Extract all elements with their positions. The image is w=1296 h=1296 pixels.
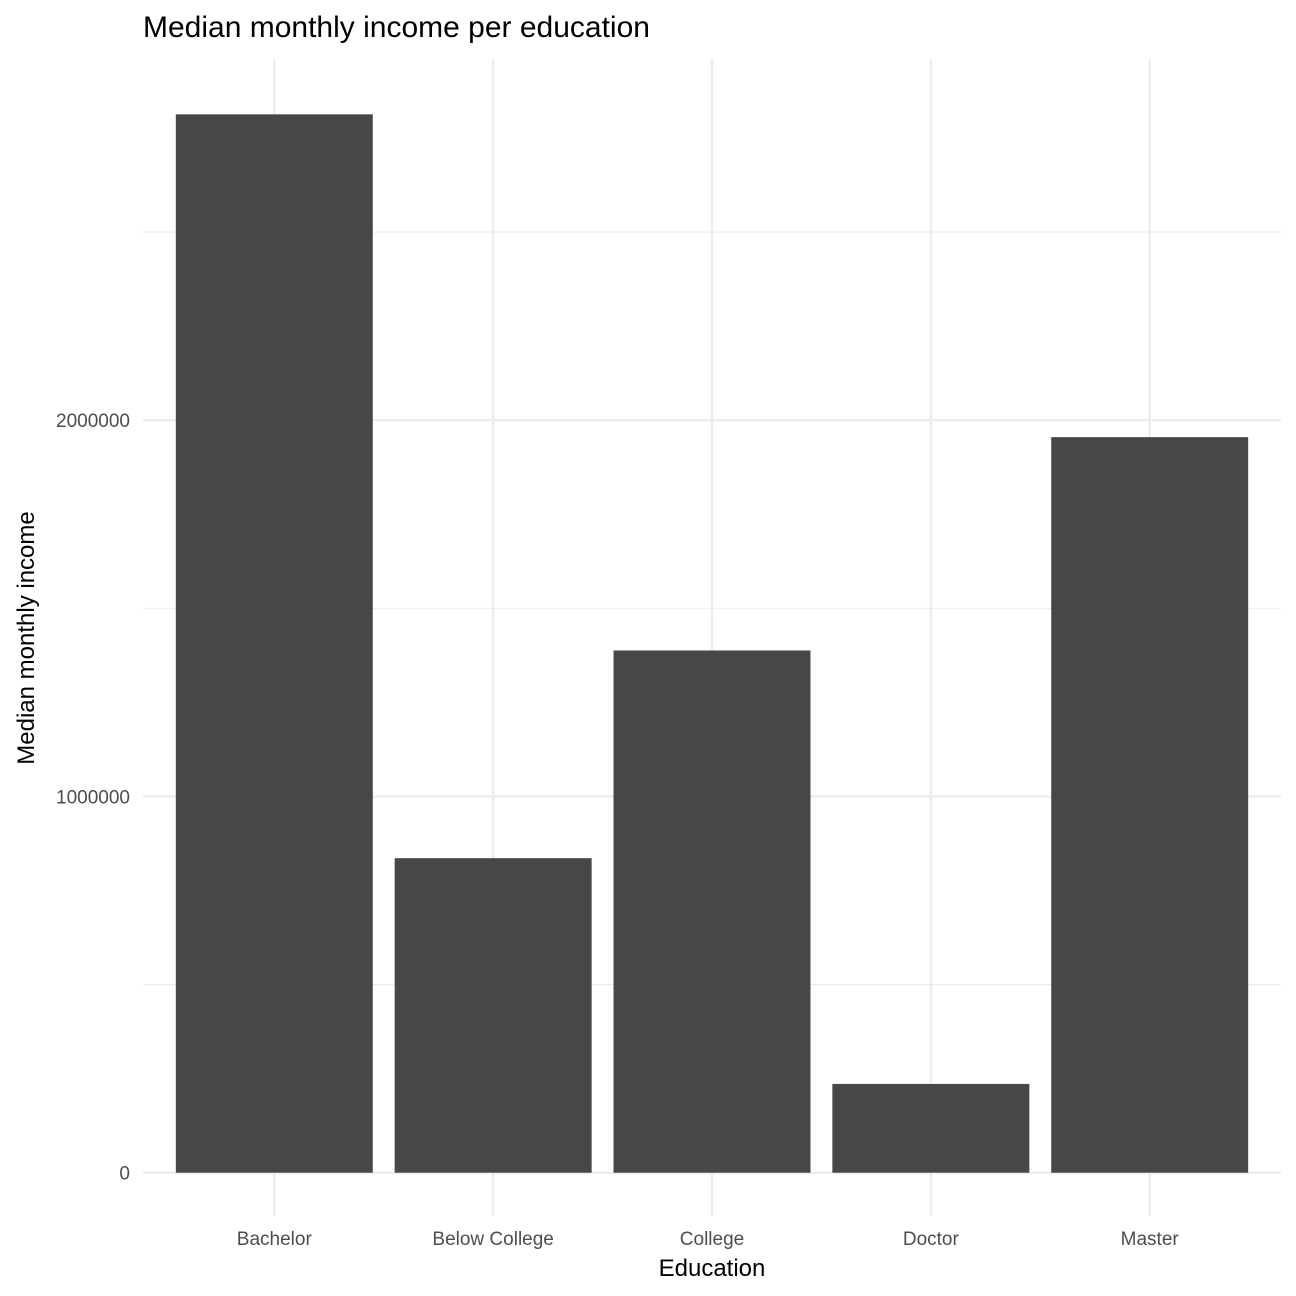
x-axis-tick-labels: Bachelor Below College College Doctor Master <box>237 1229 1180 1250</box>
y-tick-label: 0 <box>119 1164 130 1185</box>
bar-master <box>1051 437 1249 1173</box>
x-tick-label: Master <box>1121 1229 1180 1250</box>
bar-doctor <box>832 1083 1030 1173</box>
y-tick-label: 1000000 <box>56 787 130 808</box>
chart-title: Median monthly income per education <box>143 11 650 44</box>
x-tick-label: Below College <box>432 1229 553 1250</box>
x-tick-label: Doctor <box>903 1229 960 1250</box>
bar-college <box>613 650 811 1173</box>
x-tick-label: Bachelor <box>237 1229 313 1250</box>
y-axis-tick-labels: 0 1000000 2000000 <box>56 411 130 1185</box>
bar-below-college <box>394 858 592 1173</box>
y-tick-label: 2000000 <box>56 411 130 432</box>
x-axis-title: Education <box>659 1255 766 1282</box>
y-axis-title: Median monthly income <box>13 511 40 764</box>
bar-bachelor <box>175 114 373 1173</box>
bars <box>175 114 1249 1173</box>
x-tick-label: College <box>680 1229 744 1250</box>
